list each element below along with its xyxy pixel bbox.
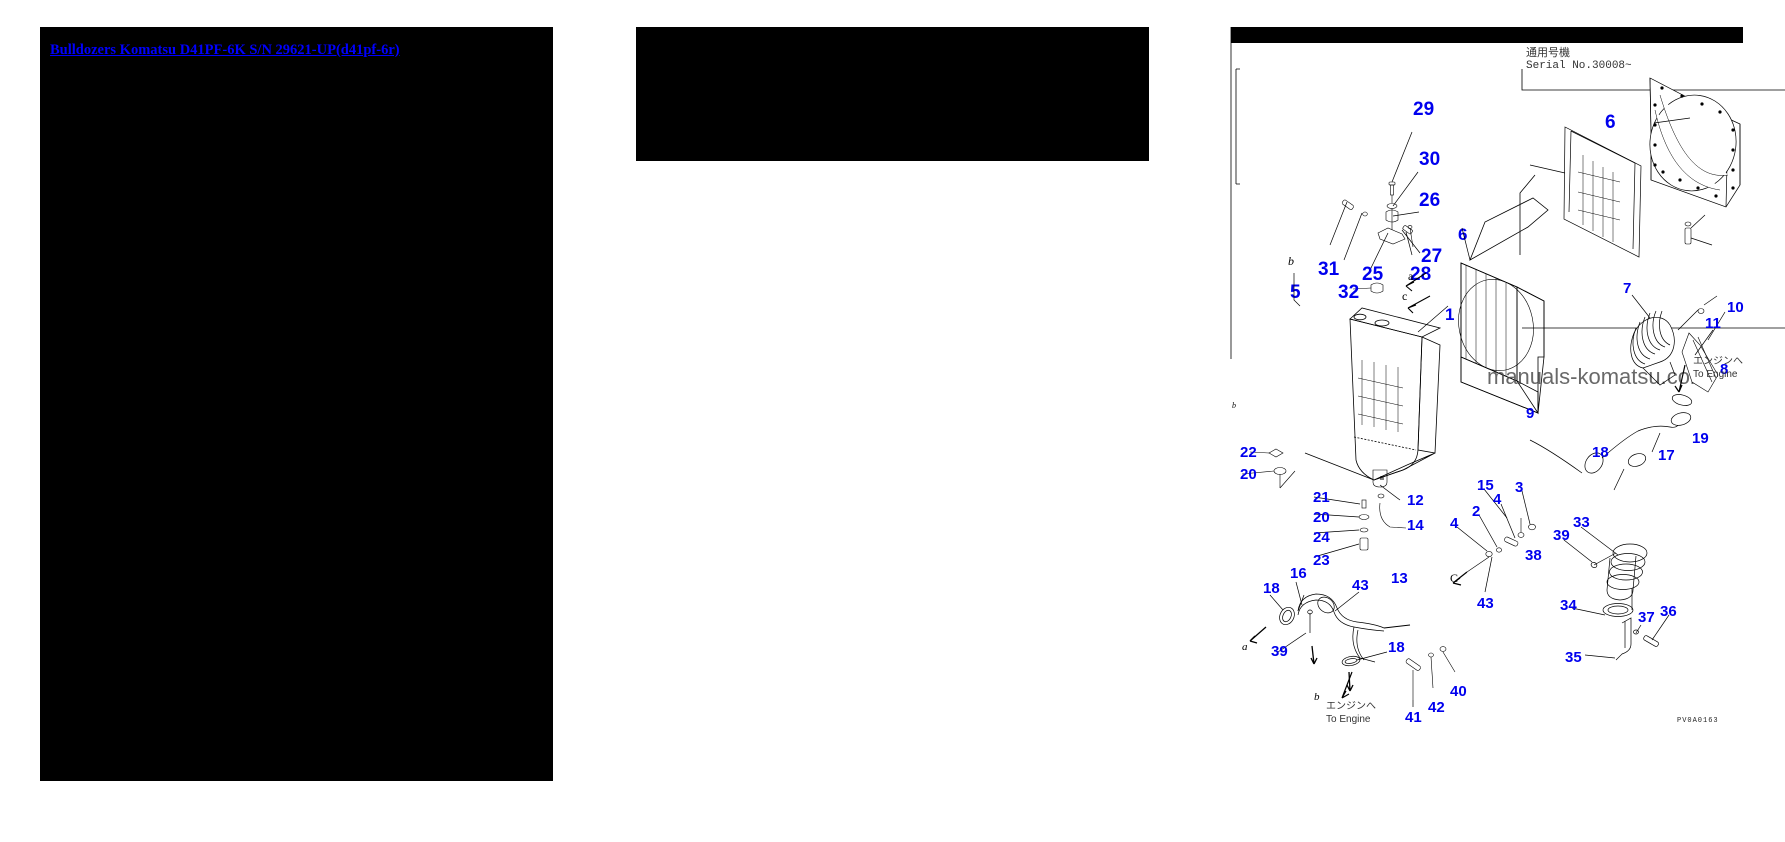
svg-text:16: 16: [1290, 565, 1307, 582]
svg-text:C: C: [1450, 571, 1458, 585]
svg-text:35: 35: [1565, 649, 1582, 666]
svg-text:24: 24: [1313, 529, 1330, 546]
svg-text:b: b: [1232, 401, 1236, 410]
svg-text:41: 41: [1405, 709, 1422, 726]
svg-text:30: 30: [1419, 149, 1440, 170]
svg-text:22: 22: [1240, 444, 1257, 461]
svg-text:21: 21: [1313, 489, 1330, 506]
svg-text:通用号機: 通用号機: [1526, 45, 1570, 59]
svg-text:42: 42: [1428, 699, 1445, 716]
svg-text:18: 18: [1388, 639, 1405, 656]
svg-text:1: 1: [1445, 305, 1454, 324]
svg-text:39: 39: [1271, 643, 1288, 660]
svg-text:4: 4: [1450, 515, 1459, 532]
svg-text:29: 29: [1413, 99, 1434, 120]
svg-text:39: 39: [1553, 527, 1570, 544]
svg-text:20: 20: [1240, 466, 1257, 483]
svg-text:4: 4: [1493, 491, 1502, 508]
svg-text:37: 37: [1638, 609, 1655, 626]
svg-text:6: 6: [1458, 225, 1467, 244]
svg-text:11: 11: [1705, 315, 1721, 332]
svg-text:エンジンへ: エンジンへ: [1693, 356, 1743, 367]
svg-text:14: 14: [1407, 517, 1424, 534]
svg-text:25: 25: [1362, 264, 1384, 285]
svg-text:7: 7: [1623, 280, 1631, 297]
svg-text:To Engine: To Engine: [1693, 369, 1738, 380]
svg-text:2: 2: [1472, 503, 1480, 520]
svg-text:17: 17: [1658, 447, 1675, 464]
svg-text:c: c: [1402, 289, 1407, 303]
svg-text:12: 12: [1407, 492, 1424, 509]
svg-text:18: 18: [1592, 444, 1609, 461]
svg-text:18: 18: [1263, 580, 1280, 597]
svg-text:26: 26: [1419, 190, 1440, 211]
svg-text:23: 23: [1313, 552, 1330, 569]
svg-text:PV0A0163: PV0A0163: [1677, 717, 1719, 725]
svg-text:33: 33: [1573, 514, 1590, 531]
svg-text:3: 3: [1515, 479, 1523, 496]
svg-text:b: b: [1314, 691, 1320, 703]
svg-text:40: 40: [1450, 683, 1467, 700]
svg-text:32: 32: [1338, 282, 1359, 303]
svg-text:36: 36: [1660, 603, 1677, 620]
svg-text:9: 9: [1526, 405, 1534, 422]
svg-text:b: b: [1288, 254, 1294, 268]
svg-text:a: a: [1242, 641, 1248, 653]
svg-text:43: 43: [1352, 577, 1369, 594]
svg-text:10: 10: [1727, 299, 1744, 316]
svg-text:20: 20: [1313, 509, 1330, 526]
svg-text:31: 31: [1318, 259, 1340, 280]
svg-text:13: 13: [1391, 570, 1408, 587]
svg-text:Serial No.30008~: Serial No.30008~: [1526, 60, 1632, 72]
svg-text:6: 6: [1605, 112, 1616, 133]
svg-text:34: 34: [1560, 597, 1577, 614]
svg-text:38: 38: [1525, 547, 1542, 564]
svg-text:15: 15: [1477, 477, 1494, 494]
svg-text:43: 43: [1477, 595, 1494, 612]
svg-text:5: 5: [1290, 282, 1301, 303]
svg-text:19: 19: [1692, 430, 1709, 447]
svg-text:To Engine: To Engine: [1326, 714, 1371, 725]
svg-text:エンジンへ: エンジンへ: [1326, 701, 1376, 712]
svg-text:manuals-komatsu.com: manuals-komatsu.com: [1487, 364, 1708, 389]
